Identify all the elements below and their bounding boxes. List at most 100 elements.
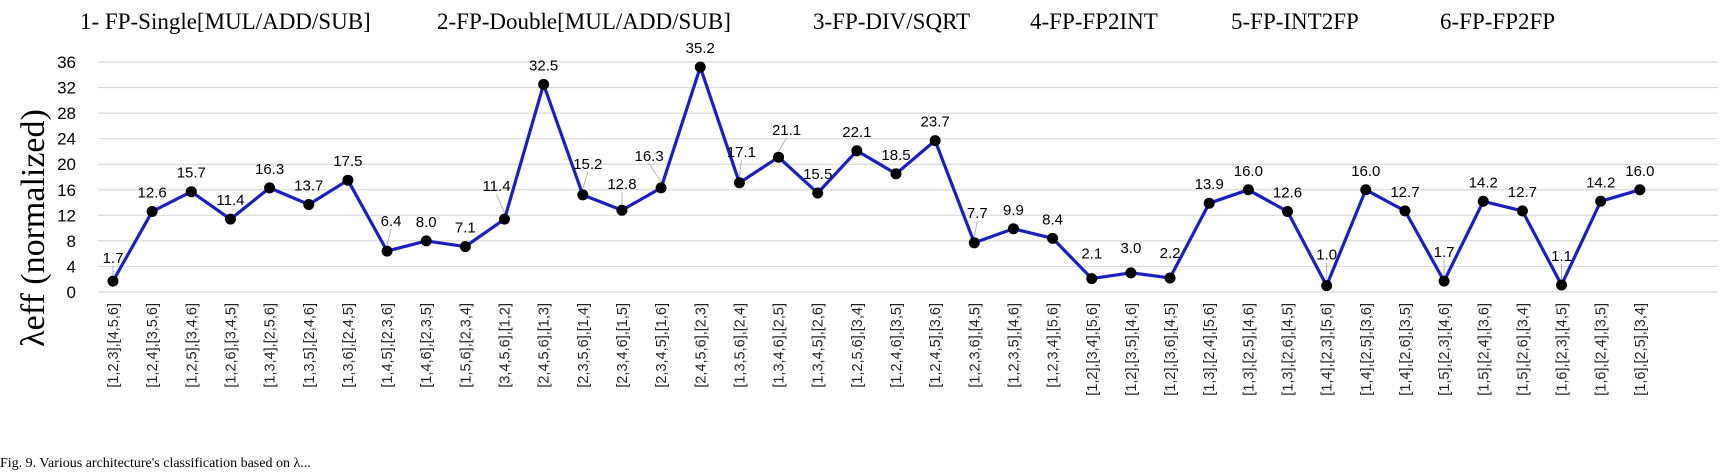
- data-point: [733, 177, 745, 189]
- data-point: [655, 182, 667, 194]
- data-label: 8.0: [416, 214, 437, 231]
- data-markers: [107, 61, 1646, 292]
- data-label: 35.2: [686, 40, 715, 57]
- series-line-path: [111, 65, 1641, 288]
- data-point: [773, 151, 785, 163]
- data-label: 1.7: [103, 250, 124, 267]
- label-leaders: [112, 137, 1563, 280]
- data-point: [616, 204, 628, 216]
- data-label: 1.0: [1316, 247, 1337, 264]
- x-tick-label: [2,4,5,6],[1,3]: [537, 303, 553, 388]
- x-tick-label: [3,4,5,6],[1,2]: [498, 303, 514, 388]
- x-tick-label: [1,5],[2,6],[3,4]: [1515, 303, 1531, 396]
- data-label: 8.4: [1042, 211, 1063, 228]
- x-tick-label: [1,3],[2,4],[5,6]: [1202, 303, 1218, 396]
- label-leader: [778, 137, 787, 152]
- data-label: 3.0: [1120, 240, 1141, 257]
- data-point: [1360, 184, 1372, 196]
- y-tick-label: 4: [67, 257, 76, 276]
- data-point: [1516, 205, 1528, 217]
- figure-caption: Fig. 9. Various architecture's classific…: [0, 456, 311, 471]
- data-point: [303, 198, 315, 210]
- data-point: [342, 174, 354, 186]
- y-tick-label: 28: [57, 104, 76, 123]
- x-tick-label: [1,3,4,5],[2,6]: [811, 303, 827, 388]
- y-axis-label: λeff (normalized): [15, 109, 52, 347]
- data-label: 16.0: [1351, 163, 1380, 180]
- group-title: 3-FP-DIV/SQRT: [813, 9, 970, 34]
- y-tick-label: 24: [57, 130, 76, 149]
- data-point: [1164, 272, 1176, 284]
- data-point: [1321, 280, 1333, 292]
- x-tick-label: [2,3,4,5],[1,6]: [654, 303, 670, 388]
- x-tick-label: [1,2,5],[3,4,6]: [184, 303, 200, 388]
- x-tick-label: [1,2,3],[4,5,6]: [106, 303, 122, 388]
- data-point: [1477, 195, 1489, 207]
- data-point: [420, 235, 432, 247]
- x-tick-label: [1,3],[2,6],[4,5]: [1281, 303, 1297, 396]
- x-tick-label: [1,4],[2,5],[3,6]: [1359, 303, 1375, 396]
- x-tick-label: [1,2,5,6],[3,4]: [850, 303, 866, 388]
- data-point: [146, 206, 158, 217]
- x-tick-label: [2,3,4,6],[1,5]: [615, 303, 631, 388]
- data-label: 2.2: [1160, 245, 1181, 262]
- data-point: [968, 237, 980, 249]
- data-label: 15.7: [177, 165, 206, 182]
- x-tick-label: [1,2,6],[3,4,5]: [223, 303, 239, 388]
- x-tick-label: [1,5],[2,3],[4,6]: [1437, 303, 1453, 396]
- data-label: 13.7: [294, 177, 323, 194]
- x-tick-label: [1,3,5],[2,4,6]: [302, 303, 318, 388]
- group-title: 1- FP-Single[MUL/ADD/SUB]: [80, 9, 371, 34]
- data-label: 15.2: [573, 156, 602, 173]
- x-tick-label: [1,2,3,6],[4,5]: [967, 303, 983, 388]
- data-label: 2.1: [1081, 246, 1102, 263]
- data-label: 12.6: [1273, 185, 1302, 202]
- data-label: 9.9: [1003, 202, 1024, 219]
- data-label: 17.5: [333, 153, 362, 170]
- data-label: 18.5: [881, 147, 910, 164]
- group-titles: 1- FP-Single[MUL/ADD/SUB] 2-FP-Double[MUL…: [80, 9, 1555, 34]
- x-axis-ticks: [1,2,3],[4,5,6] [1,2,4],[3,5,6] [1,2,5],[3…: [106, 303, 1649, 396]
- data-label: 7.7: [967, 205, 988, 222]
- data-point: [107, 275, 119, 287]
- x-tick-label: [1,6],[2,5],[3,4]: [1633, 303, 1649, 396]
- data-label: 14.2: [1469, 174, 1498, 191]
- data-label: 16.3: [634, 148, 663, 165]
- data-point: [1634, 184, 1646, 196]
- x-tick-label: [1,3,4,6],[2,5]: [772, 303, 788, 388]
- data-label: 16.3: [255, 161, 284, 178]
- series-line: [111, 65, 1641, 288]
- data-point: [264, 182, 276, 194]
- group-title: 5-FP-INT2FP: [1231, 9, 1359, 34]
- data-label: 11.4: [482, 178, 510, 195]
- group-title: 4-FP-FP2INT: [1030, 9, 1158, 34]
- data-label: 12.7: [1390, 184, 1419, 201]
- y-tick-label: 12: [57, 206, 76, 225]
- data-label: 32.5: [529, 57, 558, 74]
- x-tick-label: [1,2],[3,4],[5,6]: [1085, 303, 1101, 396]
- label-leader: [738, 159, 742, 177]
- y-tick-label: 8: [67, 232, 76, 251]
- data-point: [890, 168, 902, 180]
- x-tick-label: [1,3,6],[2,4,5]: [341, 303, 357, 388]
- x-tick-label: [2,4,5,6],[2,3]: [693, 303, 709, 388]
- x-tick-label: [1,2],[3,6],[4,5]: [1163, 303, 1179, 396]
- data-label: 14.2: [1586, 174, 1615, 191]
- data-point: [185, 186, 197, 198]
- x-tick-label: [1,6],[2,3],[4,5]: [1555, 303, 1571, 396]
- x-tick-label: [1,3],[2,5],[4,6]: [1241, 303, 1257, 396]
- data-point: [851, 145, 863, 157]
- data-label: 12.6: [138, 185, 167, 202]
- x-tick-label: [1,2,4,6],[3,5]: [889, 303, 905, 388]
- data-label: 15.5: [803, 166, 832, 183]
- y-tick-label: 32: [57, 79, 76, 98]
- y-tick-label: 16: [57, 181, 76, 200]
- label-leader: [496, 193, 505, 214]
- x-tick-label: [1,2,4],[3,5,6]: [145, 303, 161, 388]
- data-point: [459, 241, 471, 253]
- y-axis-ticks: 0 4 8 12 16 20 24 28 32 36: [57, 53, 76, 302]
- data-point: [1595, 195, 1607, 207]
- x-tick-label: [1,3,4],[2,5,6]: [263, 303, 279, 388]
- data-point: [929, 135, 941, 147]
- data-label: 6.4: [381, 213, 402, 230]
